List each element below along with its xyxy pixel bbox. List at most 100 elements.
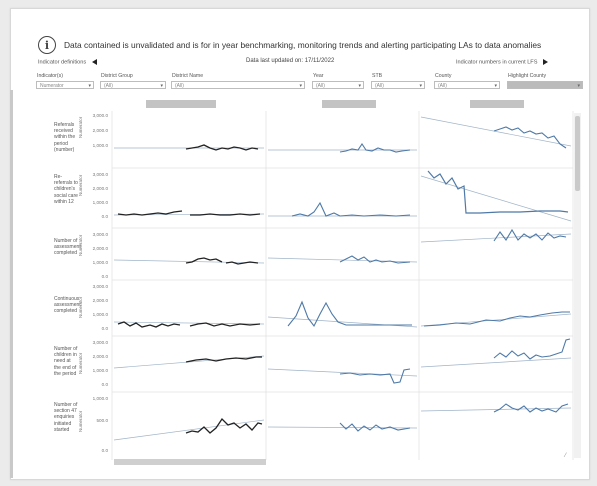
filter-year[interactable]: (All) ▾ [312,81,364,89]
column-header-3 [470,100,524,108]
y-tick: 0.0 [101,274,108,279]
filter-highlight-county[interactable]: ▾ [507,81,583,89]
y-tick: 2,000.0 [92,128,108,133]
row-label-s47: Number of section 47 enquiries initiated… [54,402,88,433]
filter-indicator-value: Numerator [40,83,64,89]
data-notice: i Data contained is unvalidated and is f… [38,34,541,56]
row-label-text: Number of section 47 enquiries initiated… [54,402,78,433]
filter-stb[interactable]: (All) ▾ [371,81,425,89]
trend-line [113,259,265,264]
chevron-down-icon: ▾ [577,83,580,89]
data-updated-text: Data last updated on: 17/11/2022 [246,58,335,64]
y-tick: 3,000.0 [92,340,108,345]
y-tick: 1,000.0 [92,260,108,265]
row-label-text: Number of children in need at the end of… [54,346,78,377]
y-tick: 2,000.0 [92,246,108,251]
row4-charts [113,300,572,328]
y-tick: 0.0 [101,448,108,453]
series-line [427,170,569,214]
column-header-2 [322,100,376,108]
filter-label-highlight-county: Highlight County [508,73,547,79]
trend-line [420,116,572,147]
row-label-text: Re- referrals to children's social care … [54,174,78,205]
y-tick: 3,000.0 [92,232,108,237]
row6-charts [113,403,572,441]
chevron-down-icon: ▾ [358,83,361,89]
row1-charts [114,116,572,153]
filter-label-indicator: Indicator(s) [37,73,63,79]
vertical-scroll-thumb[interactable] [575,116,580,191]
left-edge-bar [10,90,13,478]
series-line [423,311,570,327]
trend-line [267,426,418,429]
y-tick: 1,000.0 [92,396,108,401]
notice-text: Data contained is unvalidated and is for… [64,40,542,50]
series-line [339,255,411,264]
series-line [287,300,412,328]
filter-district-group[interactable]: (All) ▾ [100,81,166,89]
filter-district-name-value: (All) [175,83,184,89]
filter-label-county: County [435,73,452,79]
y-tick: 0.0 [101,326,108,331]
row3-charts [113,228,572,265]
filter-county[interactable]: (All) ▾ [434,81,500,89]
resize-handle-icon[interactable]: ⁄ [565,453,567,459]
chevron-down-icon: ▾ [88,83,91,89]
series-line [185,356,262,363]
chevron-down-icon: ▾ [160,83,163,89]
series-line [185,257,223,264]
filter-district-group-value: (All) [104,83,113,89]
indicator-numbers-label: Indicator numbers in current LFS [456,59,538,66]
series-line [339,143,411,153]
y-tick: 1,000.0 [92,143,108,148]
y-tick: 1,000.0 [92,200,108,205]
series-line [189,322,261,327]
indicator-numbers-link[interactable]: Indicator numbers in current LFS [456,59,549,66]
y-tick: 3,000.0 [92,113,108,118]
series-line [493,338,571,360]
filter-indicator[interactable]: Numerator ▾ [36,81,94,89]
trend-line [267,257,418,263]
grid-lines [111,111,574,460]
horizontal-scrollbar[interactable] [114,459,266,465]
filter-district-name[interactable]: (All) ▾ [171,81,305,89]
indicator-definitions-link[interactable]: Indicator definitions [38,59,97,65]
series-line [117,210,183,216]
info-icon[interactable]: i [38,36,56,54]
chevron-down-icon: ▾ [419,83,422,89]
series-line [117,321,181,328]
y-tick: 0.0 [101,214,108,219]
y-tick: 3,000.0 [92,284,108,289]
series-line [291,201,411,217]
filter-label-stb: STB [372,73,383,79]
row-label-assessments: Number of assessment completed [54,238,88,257]
series-line [225,261,259,265]
indicator-definitions-label: Indicator definitions [38,59,87,66]
row5-charts [113,338,572,384]
series-line [185,417,263,434]
y-tick: 2,000.0 [92,186,108,191]
y-tick: 2,000.0 [92,298,108,303]
filter-year-value: (All) [316,83,325,89]
row-label-cin: Number of children in need at the end of… [54,346,88,377]
filter-label-year: Year [313,73,324,79]
trend-line [420,175,572,222]
vertical-scrollbar[interactable] [574,113,581,458]
arrow-right-icon[interactable] [543,59,549,65]
y-tick: 3,000.0 [92,172,108,177]
column-header-1 [146,100,216,108]
row2-charts [113,170,572,222]
trend-line [420,407,572,412]
filter-label-district-name: District Name [172,73,204,79]
chevron-down-icon: ▾ [299,83,302,89]
row-label-text: Number of assessment completed [54,238,81,257]
arrow-left-icon[interactable] [91,59,97,65]
series-line [493,403,569,413]
trend-line [267,368,418,377]
y-tick: 2,000.0 [92,354,108,359]
series-line [339,422,411,432]
row-label-continuous: Continuous assessment completed [54,296,88,315]
row-label-text: Continuous assessment completed [54,296,81,315]
trend-line [113,419,265,441]
